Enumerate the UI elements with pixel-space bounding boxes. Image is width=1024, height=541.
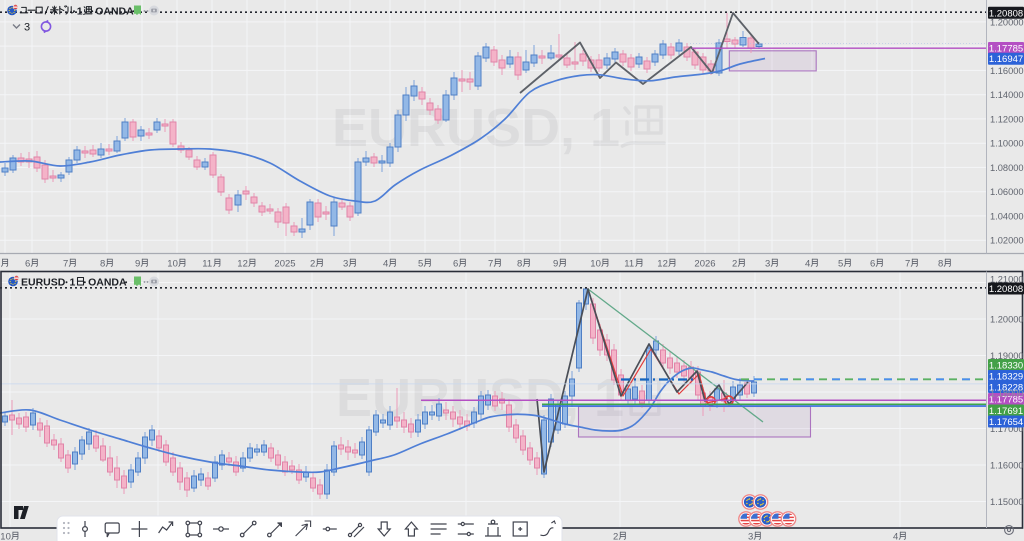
svg-text:1.06000: 1.06000 — [990, 187, 1024, 197]
svg-text:2: 2 — [613, 532, 618, 541]
svg-text:1.20000: 1.20000 — [990, 315, 1024, 325]
svg-text:2026: 2026 — [694, 259, 715, 270]
svg-text:11: 11 — [202, 259, 212, 270]
svg-text:7: 7 — [63, 259, 68, 270]
svg-text:1.02000: 1.02000 — [990, 236, 1024, 246]
svg-text:1.20000: 1.20000 — [990, 17, 1024, 27]
svg-text:1.17785: 1.17785 — [989, 395, 1023, 406]
svg-text:1.18330: 1.18330 — [989, 361, 1023, 372]
svg-text:1.16000: 1.16000 — [990, 461, 1024, 471]
svg-text:OANDA: OANDA — [95, 6, 134, 18]
svg-text:EURUSD: EURUSD — [21, 277, 66, 289]
svg-text:1.17654: 1.17654 — [989, 417, 1023, 428]
svg-text:8: 8 — [100, 259, 105, 270]
svg-text:10: 10 — [167, 259, 178, 270]
svg-text:5: 5 — [418, 259, 423, 270]
svg-text:EURUSD, 1: EURUSD, 1 — [332, 98, 620, 158]
svg-text:1.10000: 1.10000 — [990, 139, 1024, 149]
svg-text:1.12000: 1.12000 — [990, 114, 1024, 124]
svg-text:1: 1 — [77, 6, 83, 18]
svg-text:10: 10 — [590, 259, 601, 270]
svg-text:1.18329: 1.18329 — [989, 372, 1023, 383]
svg-text:2: 2 — [732, 259, 737, 270]
svg-text:OANDA: OANDA — [88, 277, 127, 289]
svg-text:1.18000: 1.18000 — [990, 388, 1024, 398]
svg-text:1.08000: 1.08000 — [990, 163, 1024, 173]
svg-text:1.17000: 1.17000 — [990, 424, 1024, 434]
svg-text:1.16000: 1.16000 — [990, 66, 1024, 76]
svg-text:9: 9 — [135, 259, 140, 270]
svg-text:5: 5 — [838, 259, 843, 270]
svg-text:6: 6 — [25, 259, 30, 270]
svg-text:1.20808: 1.20808 — [989, 284, 1023, 295]
svg-text:1.17785: 1.17785 — [989, 44, 1023, 55]
svg-text:3: 3 — [765, 259, 770, 270]
svg-text:7: 7 — [905, 259, 910, 270]
svg-text:9: 9 — [553, 259, 558, 270]
svg-text:4: 4 — [893, 532, 898, 541]
svg-text:1.21000: 1.21000 — [990, 274, 1024, 284]
svg-text:7: 7 — [488, 259, 493, 270]
svg-text:12: 12 — [657, 259, 668, 270]
svg-text:1: 1 — [70, 277, 76, 289]
svg-text:4: 4 — [383, 259, 388, 270]
svg-text:2: 2 — [310, 259, 315, 270]
svg-text:10: 10 — [0, 532, 11, 541]
svg-text:1.17691: 1.17691 — [989, 406, 1023, 417]
svg-text:8: 8 — [938, 259, 943, 270]
svg-text:11: 11 — [624, 259, 634, 270]
svg-text:2025: 2025 — [274, 259, 295, 270]
svg-text:1.04000: 1.04000 — [990, 211, 1024, 221]
svg-text:1.19000: 1.19000 — [990, 351, 1024, 361]
svg-text:1.18228: 1.18228 — [989, 383, 1023, 394]
svg-text:6: 6 — [453, 259, 458, 270]
svg-text:1.14000: 1.14000 — [990, 90, 1024, 100]
svg-text:6: 6 — [870, 259, 875, 270]
svg-text:3: 3 — [24, 22, 30, 34]
svg-text:1.20808: 1.20808 — [989, 8, 1023, 19]
svg-text:3: 3 — [343, 259, 348, 270]
svg-text:4: 4 — [805, 259, 810, 270]
svg-text:1.15000: 1.15000 — [990, 497, 1024, 507]
svg-text:3: 3 — [748, 532, 753, 541]
svg-text:1.16947: 1.16947 — [989, 54, 1023, 65]
svg-text:12: 12 — [237, 259, 248, 270]
svg-text:8: 8 — [517, 259, 522, 270]
